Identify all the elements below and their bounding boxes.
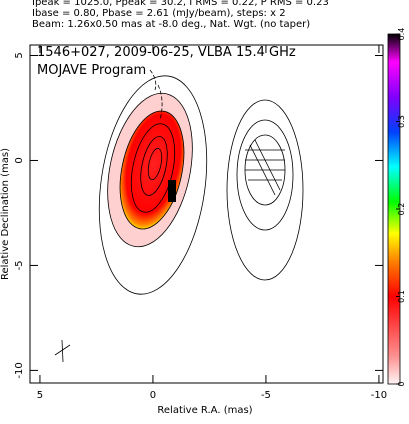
header-line: Ibase = 0.80, Pbase = 2.61 (mJy/beam), s… bbox=[32, 8, 286, 19]
header-line: Ipeak = 1025.0, Ppeak = 30.2, I RMS = 0.… bbox=[32, 0, 329, 8]
y-tick-label: 5 bbox=[14, 52, 25, 58]
plot-frame bbox=[29, 44, 384, 384]
x-tick-label: 0 bbox=[150, 390, 156, 401]
contours bbox=[54, 69, 304, 363]
x-tick-label: 5 bbox=[37, 390, 43, 401]
y-axis-label: Relative Declination (mas) bbox=[0, 148, 11, 280]
colorbar-tick-label: 0.2 bbox=[397, 203, 406, 216]
x-axis-label: Relative R.A. (mas) bbox=[157, 405, 252, 416]
header-line: Beam: 1.26x0.50 mas at -8.0 deg., Nat. W… bbox=[32, 19, 310, 30]
y-tick-label: 0 bbox=[14, 157, 25, 163]
annotation: 1546+027, 2009-06-25, VLBA 15.4 GHz bbox=[37, 45, 296, 60]
colorbar-tick-label: 0.4 bbox=[397, 28, 406, 41]
y-tick-label: -5 bbox=[14, 260, 25, 270]
x-tick-label: -5 bbox=[261, 390, 271, 401]
x-tick-label: -10 bbox=[371, 390, 387, 401]
colorbar-tick-label: 0.1 bbox=[397, 290, 406, 303]
colorbar-tick-label: 0.3 bbox=[397, 115, 406, 128]
colorbar-tick-label: 0 bbox=[397, 381, 406, 386]
annotation: MOJAVE Program bbox=[37, 63, 146, 78]
y-tick-label: -10 bbox=[14, 362, 25, 378]
